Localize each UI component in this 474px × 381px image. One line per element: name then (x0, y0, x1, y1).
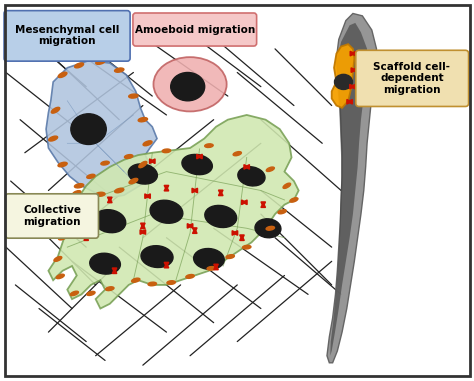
Ellipse shape (87, 174, 95, 178)
Ellipse shape (96, 60, 105, 64)
Ellipse shape (205, 144, 213, 147)
Ellipse shape (74, 63, 83, 68)
Ellipse shape (73, 190, 81, 195)
Ellipse shape (115, 68, 124, 72)
Ellipse shape (96, 192, 105, 196)
Ellipse shape (128, 164, 157, 184)
Ellipse shape (290, 198, 298, 202)
Ellipse shape (138, 118, 147, 122)
Ellipse shape (132, 278, 140, 282)
FancyBboxPatch shape (356, 50, 469, 106)
Ellipse shape (125, 155, 133, 158)
Ellipse shape (101, 161, 109, 165)
Ellipse shape (141, 246, 173, 267)
Text: Scaffold cell-
dependent
migration: Scaffold cell- dependent migration (374, 62, 450, 95)
Ellipse shape (283, 183, 291, 189)
Text: Collective
migration: Collective migration (23, 205, 81, 227)
Ellipse shape (59, 235, 67, 240)
Ellipse shape (207, 267, 216, 270)
Ellipse shape (171, 72, 205, 101)
Ellipse shape (154, 57, 227, 111)
Ellipse shape (193, 248, 224, 269)
Ellipse shape (65, 212, 74, 216)
Ellipse shape (205, 205, 237, 227)
Ellipse shape (238, 167, 265, 186)
Ellipse shape (148, 282, 156, 286)
Ellipse shape (49, 136, 58, 141)
Ellipse shape (243, 245, 251, 249)
Ellipse shape (255, 219, 281, 238)
Ellipse shape (233, 152, 241, 156)
Ellipse shape (186, 275, 194, 279)
Polygon shape (48, 115, 299, 309)
Ellipse shape (129, 94, 138, 98)
Polygon shape (46, 61, 157, 198)
Ellipse shape (139, 162, 147, 168)
Ellipse shape (56, 274, 64, 279)
Polygon shape (330, 23, 367, 356)
Ellipse shape (106, 287, 114, 291)
Text: Amoeboid migration: Amoeboid migration (135, 24, 255, 35)
Ellipse shape (266, 167, 274, 171)
Ellipse shape (94, 210, 126, 233)
Ellipse shape (226, 255, 234, 258)
Ellipse shape (335, 74, 353, 90)
Ellipse shape (74, 184, 84, 188)
Ellipse shape (90, 253, 120, 274)
FancyBboxPatch shape (4, 11, 130, 61)
Ellipse shape (70, 291, 78, 296)
Ellipse shape (54, 256, 62, 261)
Ellipse shape (167, 281, 175, 284)
Ellipse shape (162, 149, 171, 153)
Polygon shape (332, 44, 355, 108)
Ellipse shape (87, 291, 95, 295)
Ellipse shape (71, 114, 106, 144)
Text: Mesenchymal cell
migration: Mesenchymal cell migration (15, 25, 119, 46)
Ellipse shape (182, 154, 212, 174)
Ellipse shape (115, 188, 124, 193)
Ellipse shape (58, 72, 67, 77)
Ellipse shape (51, 107, 60, 113)
Ellipse shape (278, 210, 286, 214)
Ellipse shape (58, 162, 67, 167)
Ellipse shape (150, 200, 183, 223)
Ellipse shape (266, 226, 274, 230)
FancyBboxPatch shape (6, 194, 99, 238)
Ellipse shape (143, 141, 152, 146)
FancyBboxPatch shape (133, 13, 256, 46)
Ellipse shape (129, 178, 138, 184)
Polygon shape (327, 13, 376, 363)
